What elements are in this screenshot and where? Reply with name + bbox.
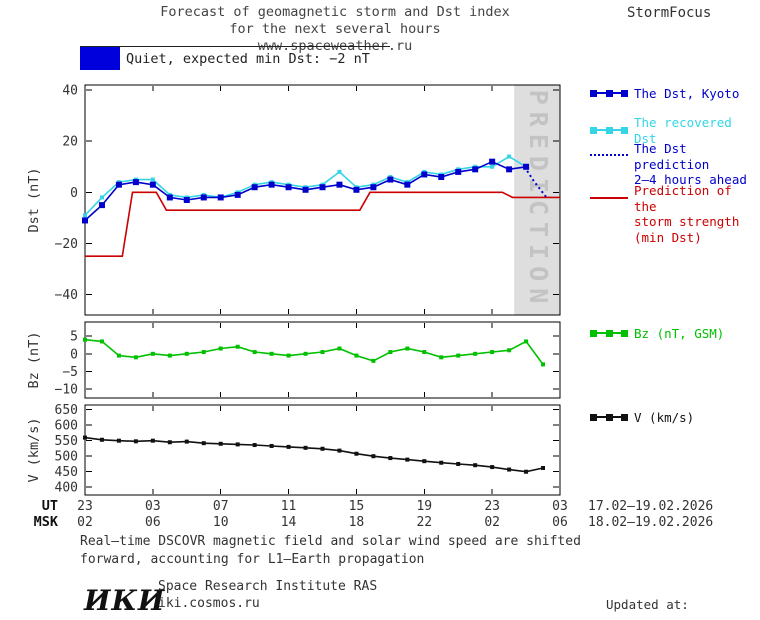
- svg-text:0: 0: [70, 347, 78, 362]
- institute-site: iki.cosmos.ru: [158, 596, 260, 611]
- svg-text:15: 15: [349, 499, 365, 514]
- svg-text:40: 40: [62, 84, 78, 99]
- updated-at-label: Updated at:: [606, 597, 689, 612]
- quiet-status-swatch: [80, 47, 120, 70]
- svg-text:600: 600: [55, 419, 78, 434]
- title-line-2: for the next several hours: [229, 21, 441, 37]
- svg-text:23: 23: [484, 499, 500, 514]
- svg-text:11: 11: [281, 499, 297, 514]
- svg-text:−40: −40: [55, 288, 78, 303]
- bz-axis-label: Bz (nT): [26, 332, 42, 389]
- svg-text:14: 14: [281, 515, 297, 530]
- svg-text:−20: −20: [55, 237, 78, 252]
- propagation-note-line-2: forward, accounting for L1–Earth propaga…: [80, 552, 425, 567]
- svg-text:06: 06: [145, 515, 161, 530]
- page-title: Forecast of geomagnetic storm and Dst in…: [90, 4, 580, 55]
- svg-text:500: 500: [55, 450, 78, 465]
- ut-row-label: UT: [42, 498, 58, 514]
- svg-text:400: 400: [55, 481, 78, 496]
- svg-text:07: 07: [213, 499, 229, 514]
- svg-text:650: 650: [55, 403, 78, 418]
- v-axis-label: V (km/s): [26, 417, 42, 482]
- svg-text:03: 03: [145, 499, 161, 514]
- svg-text:20: 20: [62, 135, 78, 150]
- iki-logo: ИКИ: [84, 584, 166, 617]
- svg-text:23: 23: [77, 499, 93, 514]
- quiet-status-label: Quiet, expected min Dst: −2 nT: [126, 51, 370, 67]
- svg-text:18: 18: [349, 515, 365, 530]
- ut-date-range: 17.02–19.02.2026: [588, 499, 713, 514]
- svg-text:10: 10: [213, 515, 229, 530]
- svg-text:02: 02: [77, 515, 93, 530]
- updated-at-block: Updated at: UT 23:05, 18.02.2026 MSK 02:…: [606, 566, 760, 620]
- propagation-note-line-1: Real–time DSCOVR magnetic field and sola…: [80, 534, 581, 549]
- svg-text:22: 22: [416, 515, 432, 530]
- svg-text:5: 5: [70, 330, 78, 345]
- title-line-1: Forecast of geomagnetic storm and Dst in…: [160, 4, 510, 20]
- svg-text:0: 0: [70, 186, 78, 201]
- svg-text:06: 06: [552, 515, 568, 530]
- svg-text:02: 02: [484, 515, 500, 530]
- status-divider-line: [80, 46, 390, 47]
- dst-axis-label: Dst (nT): [26, 167, 42, 232]
- msk-date-range: 18.02–19.02.2026: [588, 515, 713, 530]
- svg-text:−5: −5: [62, 365, 78, 380]
- svg-text:−10: −10: [55, 383, 78, 398]
- brand-stormfocus: StormFocus: [627, 5, 712, 21]
- svg-text:PREDICTION: PREDICTION: [524, 90, 553, 311]
- institute-name: Space Research Institute RAS: [158, 579, 378, 594]
- svg-text:450: 450: [55, 465, 78, 480]
- svg-text:19: 19: [416, 499, 432, 514]
- svg-text:550: 550: [55, 434, 78, 449]
- msk-row-label: MSK: [34, 514, 59, 530]
- svg-text:03: 03: [552, 499, 568, 514]
